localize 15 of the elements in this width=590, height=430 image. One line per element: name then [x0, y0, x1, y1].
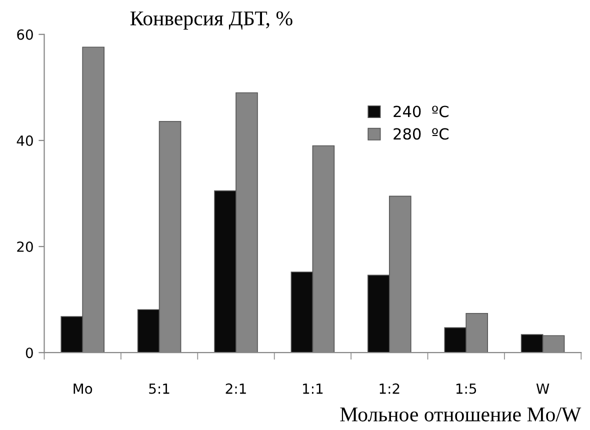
legend-label: 240 ºC	[394, 106, 448, 118]
x-tick-label: 2:1	[226, 383, 246, 394]
x-tick-label: 1:2	[380, 383, 400, 394]
y-tick-label: 20	[17, 242, 33, 252]
chart-title: Конверсия ДБТ, %	[130, 11, 292, 30]
x-tick-label: 5:1	[149, 384, 170, 394]
x-tick-label: W	[536, 384, 550, 394]
legend-label: 280 ºC	[394, 128, 448, 140]
y-tick-label: 60	[17, 29, 33, 40]
x-tick-label: 1:1	[303, 384, 323, 394]
x-axis-title: Мольное отношение Mo/W	[340, 408, 582, 422]
x-tick-label: 1:5	[456, 384, 476, 394]
x-tick-label: Mo	[74, 384, 92, 394]
y-tick-label: 40	[16, 135, 33, 146]
y-tick-label: 0	[26, 348, 33, 358]
